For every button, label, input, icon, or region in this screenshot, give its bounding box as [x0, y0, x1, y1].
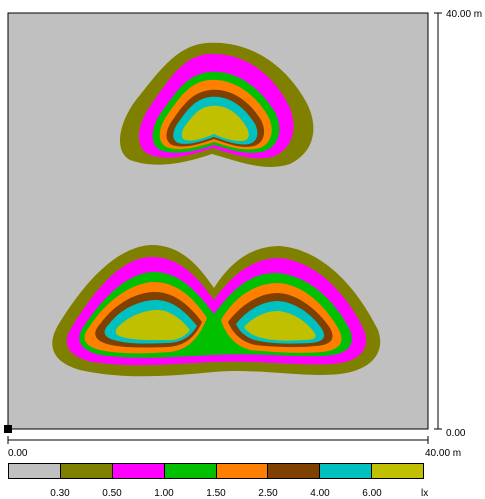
legend-threshold-label: 0.50 — [102, 488, 122, 499]
legend-swatch — [216, 464, 269, 478]
bottom-light-contours — [52, 244, 381, 377]
legend-threshold-label: 4.00 — [310, 488, 330, 499]
contour-6.00 — [181, 105, 249, 141]
legend-threshold-label: 1.50 — [206, 488, 226, 499]
y-dimension-line — [434, 12, 442, 430]
legend-swatch — [112, 464, 165, 478]
color-legend — [8, 463, 424, 479]
legend-swatch — [320, 464, 373, 478]
legend-threshold-label: 0.30 — [50, 488, 70, 499]
legend-threshold-label: 6.00 — [362, 488, 382, 499]
legend-swatch — [268, 464, 321, 478]
x-start-label: 0.00 — [8, 448, 28, 459]
top-light-contours — [119, 42, 314, 167]
x-end-label: 40.00 m — [425, 448, 462, 459]
x-dimension-line — [7, 436, 429, 444]
y-start-label: 0.00 — [446, 428, 466, 439]
legend-swatch — [60, 464, 113, 478]
legend-swatch — [164, 464, 217, 478]
legend-swatch — [372, 464, 423, 478]
legend-unit: lx — [421, 488, 429, 499]
legend-threshold-label: 2.50 — [258, 488, 278, 499]
legend-threshold-label: 1.00 — [154, 488, 174, 499]
origin-marker — [4, 425, 12, 433]
contour-6.00 — [115, 309, 316, 341]
legend-swatch — [9, 464, 61, 478]
y-end-label: 40.00 m — [446, 9, 483, 20]
